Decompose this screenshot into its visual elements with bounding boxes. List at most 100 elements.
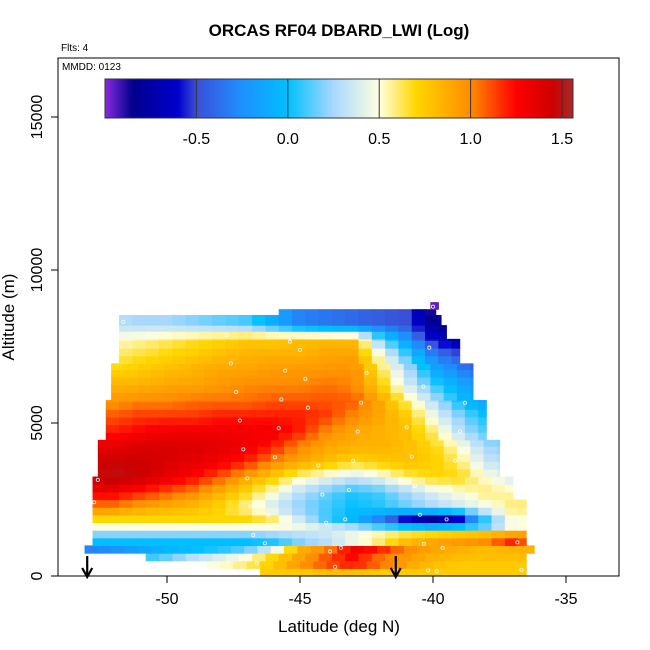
heatmap-cell <box>491 514 506 524</box>
heatmap-cell <box>318 484 333 493</box>
heatmap-cell <box>265 314 280 319</box>
heatmap-cell <box>238 355 253 364</box>
heatmap-cell <box>212 537 227 546</box>
heatmap-cell <box>292 514 306 524</box>
heatmap-cell <box>499 568 514 577</box>
heatmap-cell <box>425 537 439 546</box>
heatmap-cell <box>278 317 293 326</box>
flight-point <box>95 477 100 482</box>
heatmap-cell <box>212 522 227 531</box>
heatmap-cell <box>145 325 160 332</box>
colorbar <box>104 78 574 119</box>
heatmap-cell <box>345 348 360 357</box>
heatmap-cell <box>443 468 458 478</box>
heatmap-cell <box>292 553 306 562</box>
heatmap-cell <box>318 309 333 316</box>
heatmap-cell <box>491 537 506 546</box>
heatmap-cell <box>491 522 506 531</box>
heatmap-cell <box>470 363 474 371</box>
heatmap-cell <box>331 331 346 340</box>
heatmap-cell <box>496 545 511 554</box>
heatmap-cell <box>159 507 173 516</box>
heatmap-cell <box>363 445 378 455</box>
heatmap-cell <box>451 340 461 349</box>
flight-point <box>417 512 423 517</box>
heatmap-cell <box>438 424 453 433</box>
heatmap-cell <box>204 369 219 378</box>
heatmap-cell <box>244 369 259 378</box>
heatmap-cell <box>318 553 333 562</box>
y-axis-label: Altitude (m) <box>0 274 18 361</box>
heatmap-cell <box>318 476 333 485</box>
heatmap-cell <box>124 392 139 401</box>
heatmap-cell <box>105 424 120 433</box>
heatmap-cell <box>451 409 466 418</box>
heatmap-cell <box>483 445 498 455</box>
heatmap-cell <box>331 499 346 508</box>
heatmap-cell <box>456 384 471 393</box>
heatmap-cell <box>305 400 320 403</box>
heatmap-cell <box>430 363 445 371</box>
heatmap-cell <box>238 476 253 485</box>
heatmap-cell <box>292 522 306 531</box>
heatmap-cell <box>278 314 293 319</box>
heatmap-cell <box>198 416 213 426</box>
heatmap-cell <box>451 491 466 501</box>
heatmap-cell <box>225 484 240 493</box>
heatmap-cell <box>371 499 386 508</box>
heatmap-cell <box>363 545 378 554</box>
heatmap-cell <box>411 530 426 539</box>
heatmap-cell <box>385 476 400 485</box>
heatmap-cell <box>244 453 259 462</box>
heatmap-cell <box>265 416 280 426</box>
heatmap-cell <box>358 340 373 349</box>
y-tick-label: 10000 <box>29 248 46 293</box>
heatmap-cell <box>111 377 126 386</box>
heatmap-cell <box>393 560 407 569</box>
heatmap-cell <box>456 468 471 478</box>
heatmap-cell <box>331 314 346 319</box>
heatmap-cell <box>363 439 378 447</box>
heatmap-cell <box>371 491 386 501</box>
heatmap-cell <box>358 314 373 319</box>
heatmap-cell <box>483 453 498 462</box>
heatmap-cell <box>278 476 293 485</box>
colorbar-tick-label: 1.0 <box>460 131 482 148</box>
heatmap-cell <box>119 424 134 433</box>
heatmap-cell <box>132 355 147 364</box>
heatmap-cell <box>212 514 227 524</box>
heatmap-cell <box>425 355 439 364</box>
heatmap-cell <box>491 491 506 501</box>
heatmap-cell <box>305 355 320 364</box>
heatmap-cell <box>105 476 120 485</box>
heatmap-cell <box>337 439 352 447</box>
heatmap-cell <box>425 309 437 316</box>
heatmap-cell <box>438 537 453 546</box>
heatmap-cell <box>451 507 466 516</box>
y-axis: 0 5000 10000 15000 <box>29 95 58 580</box>
heatmap-cell <box>105 484 120 493</box>
heatmap-cell <box>390 363 405 371</box>
heatmap-cell <box>92 530 107 539</box>
heatmap-cell <box>331 476 346 485</box>
heatmap-cell <box>270 445 285 455</box>
flight-point <box>444 517 449 522</box>
heatmap-cell <box>305 537 320 546</box>
colorbar-tick-label: 0.5 <box>368 131 390 148</box>
heatmap-cell <box>204 453 219 462</box>
heatmap-cell <box>244 445 259 455</box>
heatmap-cell <box>260 560 274 569</box>
heatmap-cell <box>305 409 320 418</box>
heatmap-cell <box>504 491 514 501</box>
colorbar-tick-label: 0.0 <box>277 131 299 148</box>
heatmap-cell <box>172 499 187 508</box>
heatmap-cell <box>198 400 213 403</box>
heatmap-cell <box>470 545 485 554</box>
heatmap-cell <box>438 484 453 493</box>
heatmap-cell <box>145 432 160 441</box>
heatmap-cell <box>172 400 187 403</box>
heatmap-cell <box>337 377 352 386</box>
heatmap-cell <box>456 453 471 462</box>
heatmap-cell <box>390 439 405 447</box>
